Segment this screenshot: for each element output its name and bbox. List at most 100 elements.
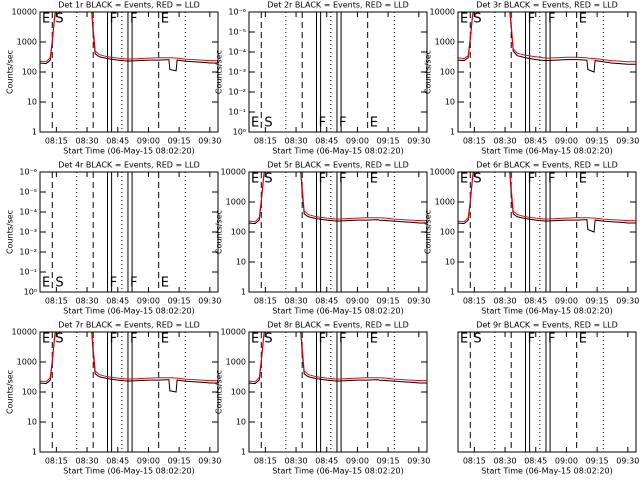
y-tick-label: 1000	[435, 38, 455, 47]
x-tick-label: 09:15	[586, 137, 609, 146]
event-letter: E	[579, 332, 587, 347]
x-tick-label: 08:45	[315, 137, 338, 146]
x-tick-label: 09:00	[346, 297, 369, 306]
event-letter: E	[251, 332, 259, 347]
series-line	[40, 332, 218, 383]
x-tick-label: 09:00	[137, 137, 160, 146]
event-letter: E	[161, 12, 169, 27]
panel: Det 8r BLACK = Events, RED = LLD Counts/s…	[215, 321, 431, 476]
panel: Det 3r BLACK = Events, RED = LLD Counts/s…	[424, 1, 640, 156]
event-letter: E	[370, 116, 378, 131]
chart-title: Det 3r BLACK = Events, RED = LLD	[476, 1, 618, 10]
y-tick-label: 1	[450, 288, 455, 297]
y-axis-label: Counts/sec	[215, 210, 224, 254]
event-letter: F	[319, 332, 326, 347]
x-tick-label: 09:15	[168, 457, 191, 466]
event-letter: S	[473, 332, 481, 347]
plot-frame	[248, 11, 428, 133]
x-axis-label: Start Time (06-May-15 08:02:20)	[63, 147, 194, 156]
event-letter: F	[339, 172, 346, 187]
y-axis-label: Counts/sec	[215, 50, 224, 94]
series-line	[458, 12, 636, 73]
event-letter: E	[161, 332, 169, 347]
x-tick-label: 09:00	[555, 137, 578, 146]
y-tick-label: 100	[231, 228, 246, 237]
chart-title: Det 8r BLACK = Events, RED = LLD	[267, 321, 409, 330]
event-letter: S	[473, 172, 481, 187]
y-tick-label: 10⁻⁴	[19, 208, 37, 217]
panel: Det 1r BLACK = Events, RED = LLD Counts/s…	[6, 1, 222, 156]
y-tick-label: 100	[231, 388, 246, 397]
y-tick-label: 1000	[17, 38, 37, 47]
y-tick-label: 100	[440, 228, 455, 237]
y-tick-label: 100	[22, 68, 37, 77]
event-letter: F	[548, 12, 555, 27]
y-tick-label: 10	[27, 98, 37, 107]
event-letter: F	[130, 12, 137, 27]
event-letter: F	[130, 276, 137, 291]
chart-title: Det 5r BLACK = Events, RED = LLD	[267, 161, 409, 170]
x-tick-label: 09:30	[616, 297, 639, 306]
plot-frame	[248, 331, 428, 453]
event-letter: S	[473, 12, 481, 27]
plot-frame	[39, 331, 219, 453]
x-tick-label: 08:30	[285, 137, 308, 146]
y-tick-label: 10	[445, 98, 455, 107]
panel: Det 9r BLACK = Events, RED = LLD Start Ti…	[457, 321, 639, 476]
event-letter: S	[264, 116, 272, 131]
x-tick-label: 09:15	[377, 297, 400, 306]
y-tick-label: 10	[236, 418, 246, 427]
x-tick-label: 08:15	[254, 297, 277, 306]
event-letter: E	[370, 332, 378, 347]
x-tick-label: 09:30	[616, 137, 639, 146]
x-axis-label: Start Time (06-May-15 08:02:20)	[481, 307, 612, 316]
y-tick-label: 10⁻⁶	[19, 168, 37, 177]
x-tick-label: 08:15	[463, 137, 486, 146]
y-tick-label: 1000	[435, 198, 455, 207]
chart-title: Det 7r BLACK = Events, RED = LLD	[58, 321, 200, 330]
plot-frame	[248, 171, 428, 293]
y-axis-label: Counts/sec	[424, 50, 433, 94]
x-tick-label: 08:30	[494, 297, 517, 306]
event-letter: E	[251, 172, 259, 187]
x-tick-label: 09:00	[137, 457, 160, 466]
x-tick-label: 08:45	[106, 457, 129, 466]
x-axis-label: Start Time (06-May-15 08:02:20)	[272, 307, 403, 316]
series-line	[458, 172, 636, 223]
plot-frame	[39, 11, 219, 133]
y-tick-label: 1000	[226, 198, 246, 207]
event-letter: F	[528, 332, 535, 347]
y-tick-label: 10000	[221, 168, 246, 177]
event-letter: F	[130, 332, 137, 347]
event-letter: E	[370, 172, 378, 187]
x-tick-label: 09:15	[586, 457, 609, 466]
y-tick-label: 10⁻¹	[19, 268, 37, 277]
y-axis-label: Counts/sec	[215, 370, 224, 414]
event-letter: F	[319, 172, 326, 187]
x-tick-label: 09:15	[168, 137, 191, 146]
event-letter: E	[579, 12, 587, 27]
y-axis-label: Counts/sec	[6, 50, 15, 94]
event-letter: E	[460, 12, 468, 27]
x-axis-label: Start Time (06-May-15 08:02:20)	[63, 467, 194, 476]
y-tick-label: 10⁻¹	[228, 108, 246, 117]
event-letter: E	[161, 276, 169, 291]
x-tick-label: 08:30	[76, 297, 99, 306]
event-letter: F	[339, 332, 346, 347]
y-tick-label: 10⁻⁴	[228, 48, 246, 57]
event-letter: S	[264, 332, 272, 347]
x-tick-label: 09:30	[198, 297, 221, 306]
series-line	[40, 12, 218, 63]
y-tick-label: 10⁻⁵	[228, 28, 246, 37]
y-tick-label: 10⁻³	[19, 228, 37, 237]
y-tick-label: 10⁰	[24, 288, 37, 297]
x-tick-label: 08:30	[285, 457, 308, 466]
x-tick-label: 09:00	[555, 457, 578, 466]
x-tick-label: 09:30	[407, 457, 430, 466]
x-tick-label: 08:15	[45, 297, 68, 306]
event-letter: F	[528, 172, 535, 187]
event-letter: F	[339, 116, 346, 131]
panel: Det 6r BLACK = Events, RED = LLD Counts/s…	[424, 161, 640, 316]
event-letter: E	[579, 172, 587, 187]
x-tick-label: 09:30	[407, 137, 430, 146]
